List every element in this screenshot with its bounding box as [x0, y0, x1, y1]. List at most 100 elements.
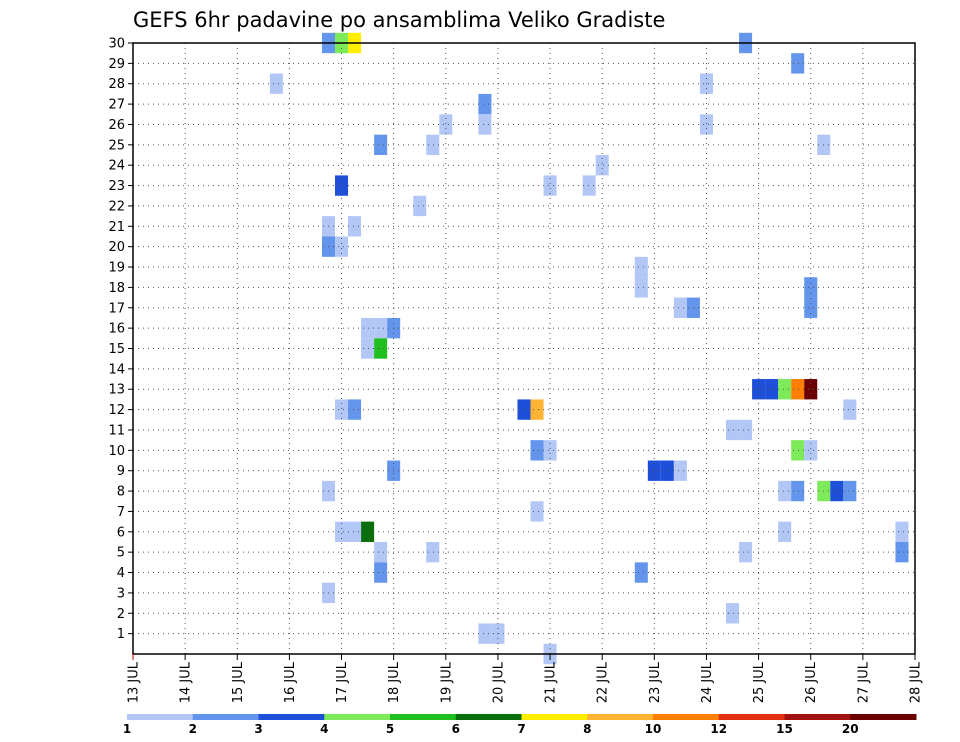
y-tick-label: 11	[108, 423, 125, 438]
colorbar-label: 3	[254, 722, 262, 736]
y-tick-label: 6	[117, 525, 125, 540]
colorbar-label: 6	[452, 722, 460, 736]
y-tick-label: 15	[108, 342, 125, 357]
heatmap-cell	[361, 317, 375, 339]
colorbar-segment	[784, 714, 851, 720]
y-tick-label: 12	[108, 403, 125, 418]
heatmap-cell	[439, 114, 453, 135]
heatmap-cell	[673, 297, 687, 318]
heatmap-cell	[726, 603, 740, 624]
y-tick-label: 4	[117, 566, 125, 581]
heatmap-cell	[530, 501, 544, 522]
heatmap-cell	[804, 379, 818, 400]
colorbar-segment	[587, 714, 654, 720]
heatmap-cell	[895, 521, 909, 542]
y-axis-ticks: 1234567891011121314151617181920212223242…	[108, 37, 133, 642]
heatmap-cell	[634, 277, 648, 298]
colorbar-segment	[192, 714, 259, 720]
y-tick-label: 19	[108, 261, 125, 276]
heatmap-cell	[530, 399, 544, 420]
x-tick-label: 25 JUL	[752, 661, 767, 703]
colorbar-segment	[653, 714, 720, 720]
x-tick-label: 19 JUL	[439, 661, 454, 703]
heatmap-cell	[374, 338, 388, 359]
heatmap-cell	[543, 440, 557, 461]
y-tick-label: 1	[117, 627, 125, 642]
heatmap-cell	[673, 460, 687, 481]
heatmap-cell	[778, 379, 792, 400]
heatmap-cell	[335, 236, 349, 257]
heatmap-cell	[478, 114, 492, 135]
y-tick-label: 13	[108, 383, 125, 398]
x-tick-label: 26 JUL	[804, 661, 819, 703]
heatmap-cell	[348, 399, 362, 420]
y-tick-label: 18	[108, 281, 125, 296]
heatmap-cell	[413, 195, 427, 217]
x-tick-label: 27 JUL	[856, 661, 871, 703]
chart-title: GEFS 6hr padavine po ansamblima Veliko G…	[133, 8, 665, 32]
colorbar-label: 7	[517, 722, 525, 736]
heatmap-cell	[699, 114, 713, 135]
x-tick-label: 21 JUL	[544, 661, 559, 703]
colorbar-legend: 1 2 3 4 5 6 7 8 10 12 15 20	[123, 714, 917, 736]
heatmap-cell	[335, 175, 349, 196]
heatmap-cell	[765, 379, 779, 400]
heatmap-cell	[543, 175, 557, 196]
heatmap-cell	[426, 541, 440, 563]
heatmap-cell	[634, 256, 648, 278]
y-tick-label: 23	[108, 179, 125, 194]
x-tick-label: 14 JUL	[179, 661, 194, 703]
y-tick-label: 28	[108, 77, 125, 92]
heatmap-cell	[478, 93, 492, 115]
colorbar-label: 2	[189, 722, 197, 736]
colorbar-segment	[455, 714, 522, 720]
heatmap-cell	[739, 541, 753, 563]
y-tick-label: 20	[108, 240, 125, 255]
heatmap-cell	[348, 216, 362, 237]
heatmap-cell	[269, 73, 283, 94]
y-tick-label: 29	[108, 57, 125, 72]
heatmap-cell	[348, 521, 362, 542]
y-tick-label: 22	[108, 199, 125, 214]
colorbar-segment	[521, 714, 588, 720]
heatmap-cell	[374, 541, 388, 563]
heatmap-cell	[478, 623, 492, 644]
colorbar-segment	[127, 714, 194, 720]
heatmap-cell	[647, 460, 661, 481]
y-tick-label: 5	[117, 546, 125, 561]
heatmap-cell	[634, 562, 648, 583]
y-tick-label: 26	[108, 118, 125, 133]
heatmap-cell	[791, 379, 805, 400]
heatmap-cell	[426, 134, 440, 156]
y-tick-label: 24	[108, 159, 125, 174]
heatmap-cell	[374, 317, 388, 339]
x-tick-label: 23 JUL	[648, 661, 663, 703]
y-tick-label: 25	[108, 138, 125, 153]
heatmap-cell	[335, 521, 349, 542]
colorbar-label: 1	[123, 722, 131, 736]
colorbar-segment	[258, 714, 325, 720]
heatmap-cell	[374, 562, 388, 583]
y-tick-label: 30	[108, 37, 125, 52]
heatmap-cell	[804, 297, 818, 318]
heatmap-cell	[830, 480, 844, 502]
gridlines	[133, 42, 915, 654]
x-tick-label: 28 JUL	[909, 661, 924, 703]
y-tick-label: 9	[117, 464, 125, 479]
x-tick-label: 17 JUL	[335, 661, 350, 703]
heatmap-cell	[335, 399, 349, 420]
colorbar-label: 12	[710, 722, 727, 736]
colorbar-segment	[390, 714, 457, 720]
x-tick-label: 15 JUL	[231, 661, 246, 703]
heatmap-cell	[361, 521, 375, 542]
colorbar-label: 10	[645, 722, 662, 736]
heatmap-cell	[778, 521, 792, 542]
heatmap-cell	[530, 440, 544, 461]
colorbar-segment	[850, 714, 917, 720]
y-tick-label: 7	[117, 505, 125, 520]
colorbar-segment	[324, 714, 391, 720]
heatmap-cell	[843, 480, 857, 502]
colorbar-label: 4	[320, 722, 328, 736]
y-tick-label: 8	[117, 485, 125, 500]
